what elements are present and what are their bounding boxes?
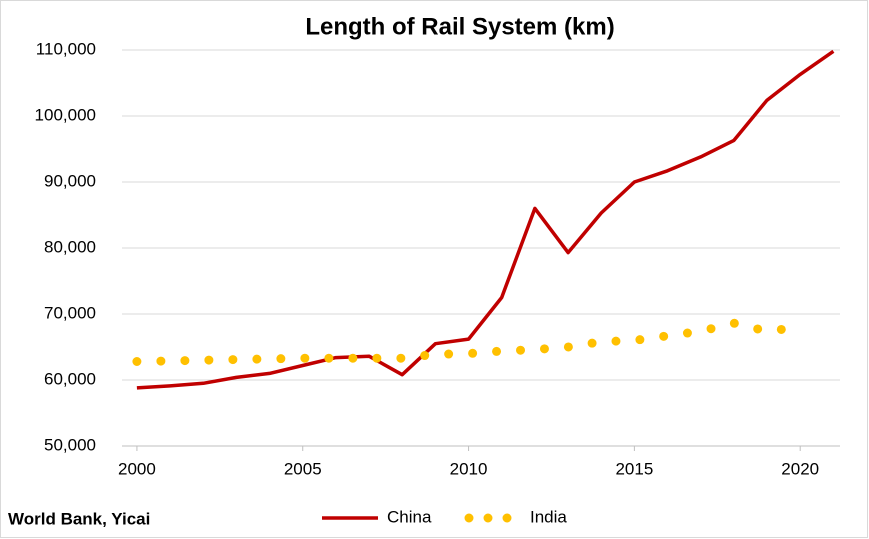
legend-label: China [387,507,432,526]
y-tick-label: 100,000 [35,105,96,124]
y-tick-label: 60,000 [44,369,96,388]
x-tick-label: 2015 [615,459,653,478]
y-tick-label: 50,000 [44,435,96,454]
series-line [136,49,835,390]
y-tick-label: 90,000 [44,171,96,190]
y-tick-label: 110,000 [36,39,96,58]
x-tick-label: 2020 [781,459,819,478]
y-tick-label: 70,000 [44,303,96,322]
y-tick-label: 80,000 [44,237,96,256]
series-line [132,318,805,366]
x-tick-label: 2000 [118,459,156,478]
x-tick-label: 2010 [450,459,488,478]
x-tick-label: 2005 [284,459,322,478]
legend-label: India [530,507,567,526]
chart-title: Length of Rail System (km) [305,13,614,40]
source: World Bank, Yicai [8,509,150,528]
